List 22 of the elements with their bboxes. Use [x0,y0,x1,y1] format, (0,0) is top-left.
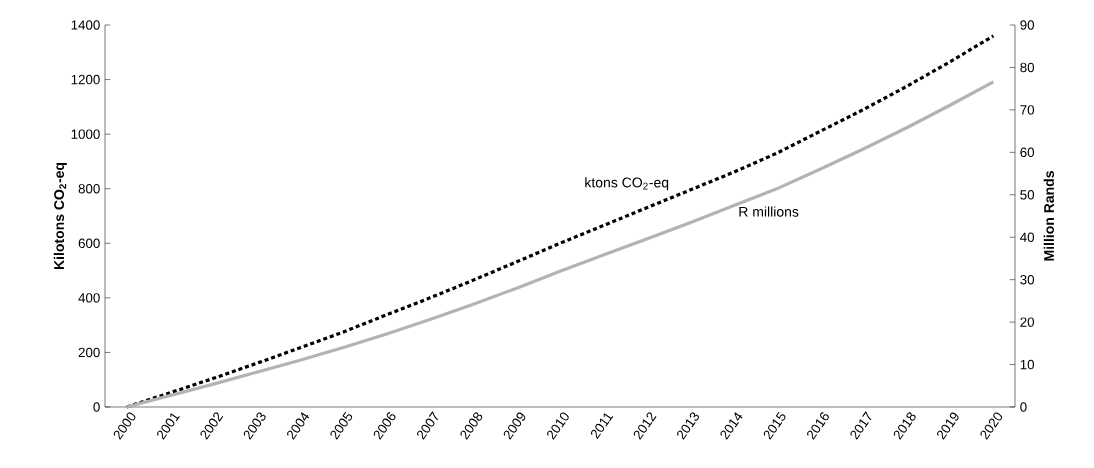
y2-tick-label: 40 [1020,232,1035,242]
y2-tick-label: 60 [1020,147,1035,158]
y-tick-label: 800 [78,184,100,194]
series-label: R millions [739,206,799,217]
y2-tick-label: 70 [1020,105,1035,115]
y2-tick-label: 30 [1020,274,1035,285]
y2-tick-label: 10 [1020,359,1035,370]
y-tick-label: 200 [78,347,100,358]
y-tick-label: 1200 [71,74,100,85]
y-tick-label: 1000 [71,129,100,139]
y-tick-label: 600 [78,238,100,248]
y-tick-label: 0 [93,402,100,412]
y-tick-label: 400 [78,293,100,303]
series-label: ktons CO$_{2}$-eq [585,177,669,191]
y2-tick-label: 0 [1020,402,1027,412]
y-axis-title: Kilotons CO$_{2}$-eq [53,162,67,270]
y2-axis-title: Million Rands [1043,171,1054,261]
y2-tick-label: 20 [1020,317,1035,327]
y2-tick-label: 80 [1020,62,1035,73]
y-tick-label: 1400 [71,20,100,30]
y2-tick-label: 50 [1020,190,1035,200]
y2-tick-label: 90 [1020,20,1035,30]
